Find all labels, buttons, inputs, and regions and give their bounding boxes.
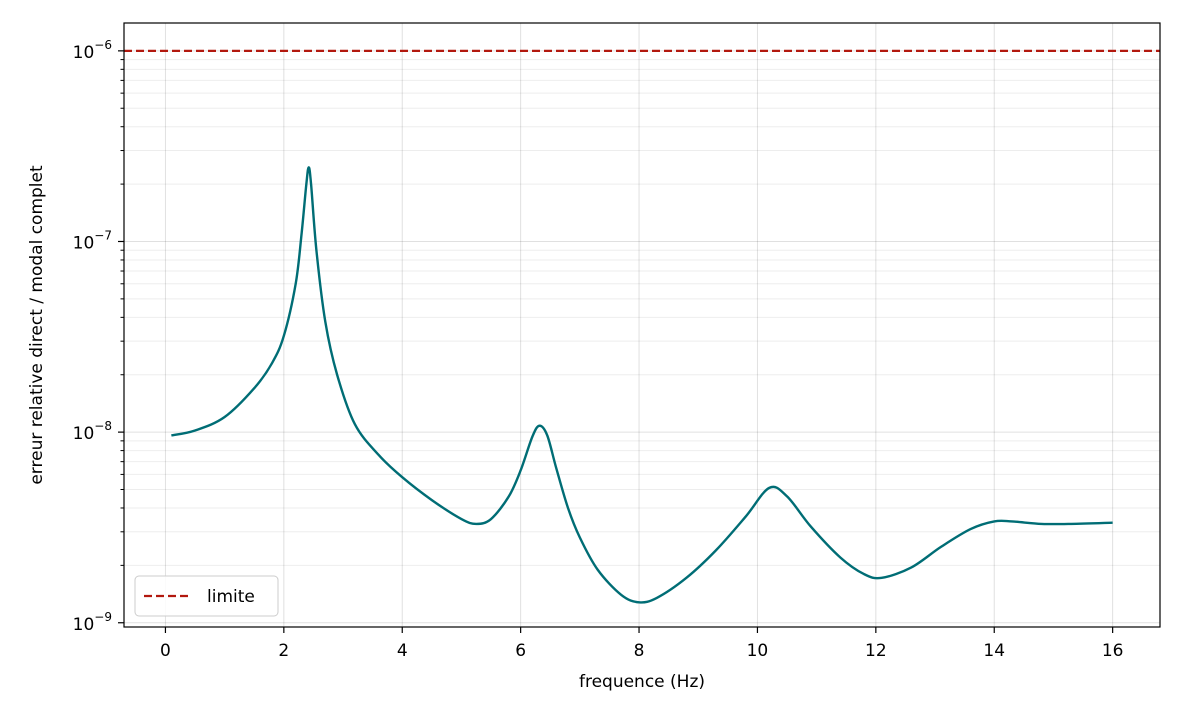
series-layer [124, 49, 1160, 604]
legend-label-limite: limite [207, 587, 255, 607]
y-tick-label: 10−8 [73, 419, 112, 444]
plot-frame [123, 22, 1161, 628]
series-line-erreur [171, 166, 1113, 604]
legend: limite [134, 575, 279, 617]
x-tick-label: 8 [634, 641, 645, 661]
y-tick-label: 10−6 [73, 38, 112, 63]
x-tick-label: 0 [160, 641, 171, 661]
x-axis-label: frequence (Hz) [579, 672, 705, 692]
x-tick-label: 10 [747, 641, 769, 661]
y-tick-label: 10−7 [73, 228, 112, 253]
y-axis-ticks: 10−9 10−8 10−7 10−6 [73, 38, 124, 635]
x-tick-label: 16 [1102, 641, 1124, 661]
x-tick-label: 4 [397, 641, 408, 661]
x-axis-ticks: 0 2 4 6 8 10 12 14 16 [160, 627, 1123, 661]
x-tick-label: 6 [515, 641, 526, 661]
x-tick-label: 2 [278, 641, 289, 661]
plot-area [124, 23, 1160, 627]
y-axis-label: erreur relative direct / modal complet [27, 165, 47, 485]
x-tick-label: 12 [865, 641, 887, 661]
minor-grid [124, 59, 1160, 566]
legend-box [134, 575, 279, 617]
y-tick-label: 10−9 [73, 610, 112, 635]
x-tick-label: 14 [983, 641, 1005, 661]
